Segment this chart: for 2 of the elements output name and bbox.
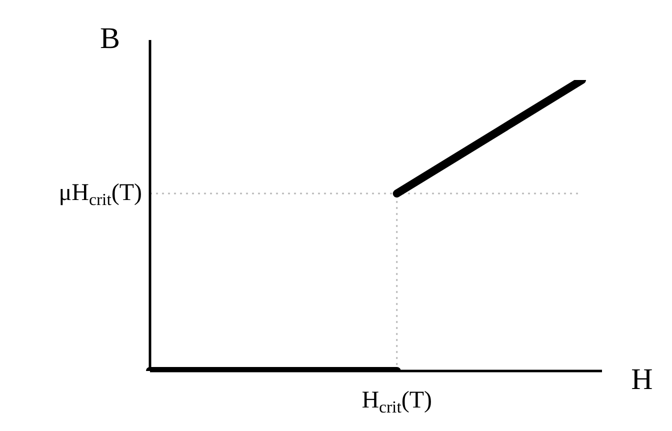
y-axis-title: B — [100, 22, 120, 55]
x-axis-title: H — [631, 362, 653, 396]
